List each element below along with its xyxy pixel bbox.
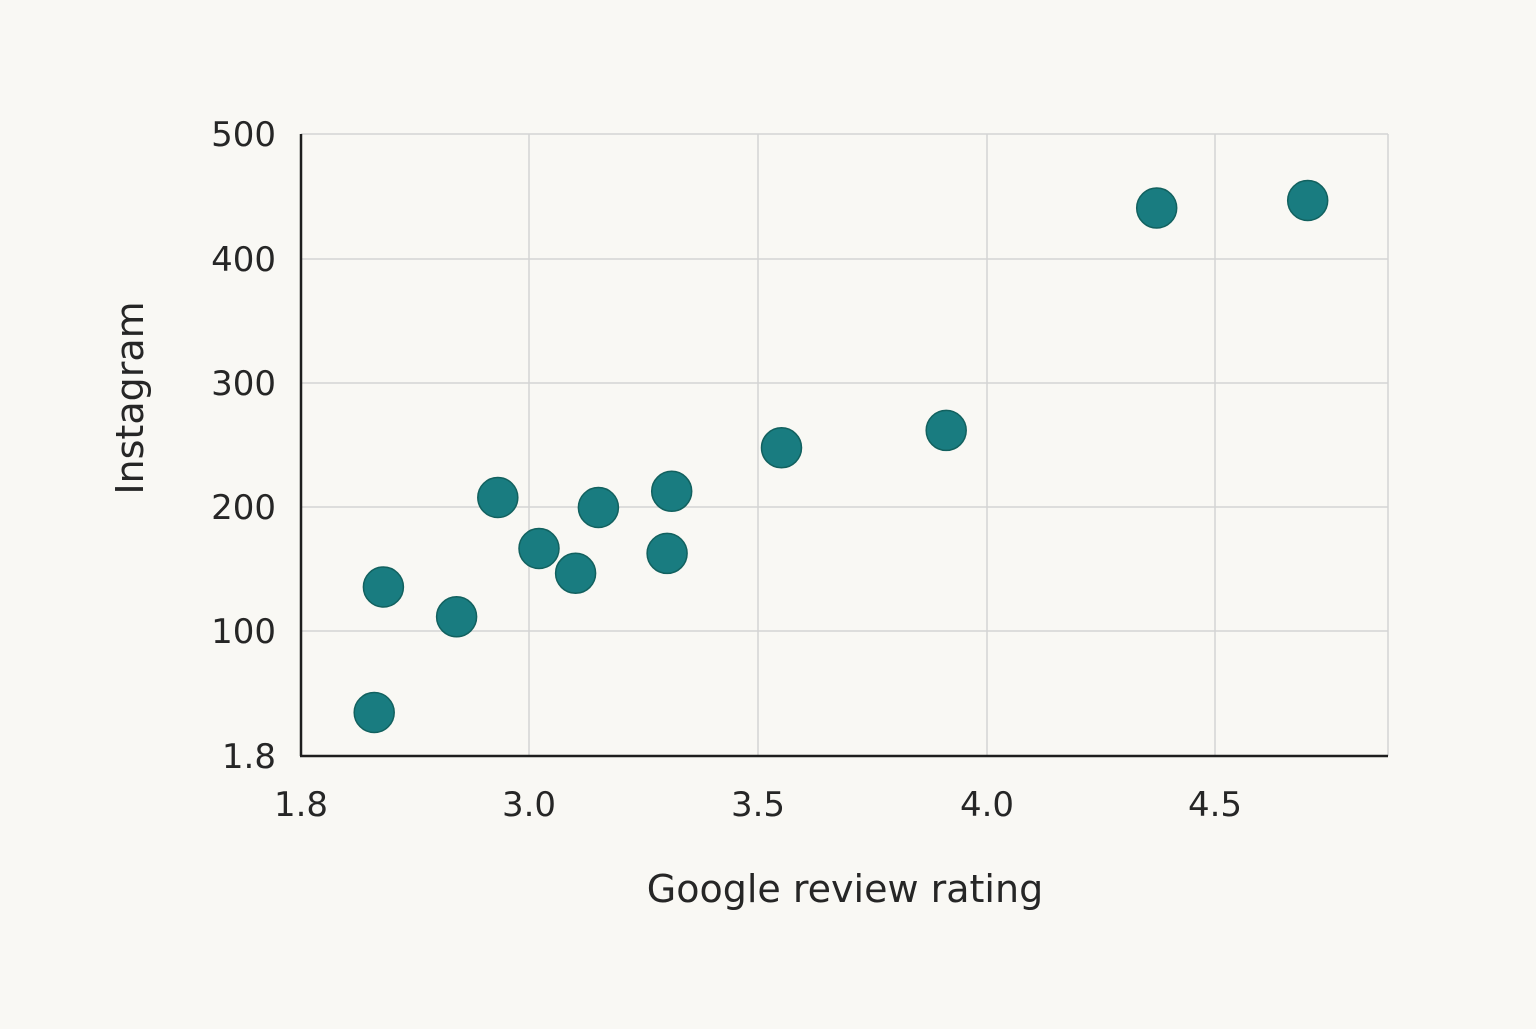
grid (301, 133, 1389, 756)
x-tick-label: 1.8 (274, 785, 328, 825)
scatter-point (362, 566, 405, 608)
scatter-point (1286, 179, 1329, 222)
data-points (353, 179, 1329, 734)
x-tick-label: 4.5 (1188, 785, 1242, 825)
scatter-point (925, 409, 967, 452)
y-axis-title: Instagram (108, 301, 152, 494)
scatter-point (518, 527, 560, 570)
y-tick-label: 200 (211, 488, 276, 528)
tick-labels: 1.8 3.0 3.5 4.0 4.5 1.8 100 200 300 400 500 (211, 115, 1242, 825)
scatter-point (435, 596, 478, 638)
scatter-point (760, 427, 803, 469)
axes (299, 134, 1388, 758)
y-tick-label: 400 (211, 240, 276, 280)
x-tick-label: 3.0 (502, 785, 556, 825)
scatter-point (477, 476, 519, 519)
scatter-point (650, 470, 693, 513)
y-tick-label: 100 (211, 612, 276, 652)
scatter-point (1135, 187, 1178, 229)
x-tick-label: 3.5 (731, 785, 785, 825)
scatter-point (646, 532, 688, 575)
scatter-point (353, 691, 395, 734)
y-tick-label: 1.8 (222, 737, 276, 777)
scatter-point (577, 486, 620, 529)
x-axis-title: Google review rating (647, 867, 1043, 911)
y-tick-label: 300 (211, 364, 276, 404)
x-tick-label: 4.0 (960, 785, 1014, 825)
scatter-point (554, 552, 597, 595)
y-tick-label: 500 (211, 115, 276, 155)
